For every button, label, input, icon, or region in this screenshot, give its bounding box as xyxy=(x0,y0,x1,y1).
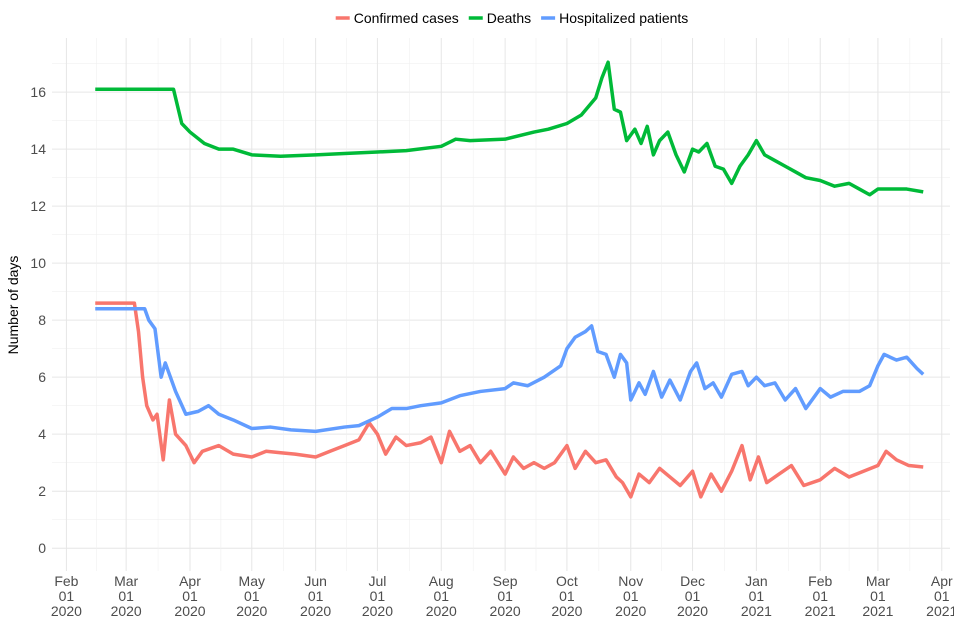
x-tick-label: Sep 01 2020 xyxy=(490,573,521,619)
y-tick-label: 10 xyxy=(30,255,46,271)
grid xyxy=(52,38,950,571)
series-line xyxy=(95,60,924,197)
x-tick-label: Apr 01 2020 xyxy=(174,573,205,619)
y-tick-label: 2 xyxy=(38,483,46,499)
x-tick-label: Oct 01 2020 xyxy=(551,573,582,619)
y-tick-label: 0 xyxy=(38,540,46,556)
x-tick-label: Feb 01 2021 xyxy=(805,573,836,619)
legend-label: Deaths xyxy=(487,10,531,26)
y-tick-label: 6 xyxy=(38,369,46,385)
x-tick-label: May 01 2020 xyxy=(236,573,267,619)
y-tick-label: 4 xyxy=(38,426,46,442)
x-tick-label: Jan 01 2021 xyxy=(741,573,772,619)
y-tick-label: 14 xyxy=(30,141,46,157)
x-tick-label: Mar 01 2021 xyxy=(862,573,893,619)
x-tick-label: Apr 01 2021 xyxy=(926,573,954,619)
y-axis-label: Number of days xyxy=(5,256,21,355)
series-line xyxy=(95,307,925,434)
x-tick-label: Nov 01 2020 xyxy=(615,573,646,619)
y-tick-label: 16 xyxy=(30,84,46,100)
legend-label: Confirmed cases xyxy=(354,10,459,26)
x-tick-label: Jun 01 2020 xyxy=(300,573,331,619)
legend: Confirmed cases Deaths Hospitalized patien… xyxy=(335,10,688,26)
x-tick-label: Aug 01 2020 xyxy=(426,573,457,619)
x-tick-label: Feb 01 2020 xyxy=(51,573,82,619)
y-tick-label: 12 xyxy=(30,198,46,214)
legend-label: Hospitalized patients xyxy=(559,10,688,26)
series-line xyxy=(95,301,924,499)
y-tick-label: 8 xyxy=(38,312,46,328)
x-tick-label: Dec 01 2020 xyxy=(677,573,708,619)
x-tick-label: Jul 01 2020 xyxy=(362,573,393,619)
x-tick-label: Mar 01 2020 xyxy=(111,573,142,619)
